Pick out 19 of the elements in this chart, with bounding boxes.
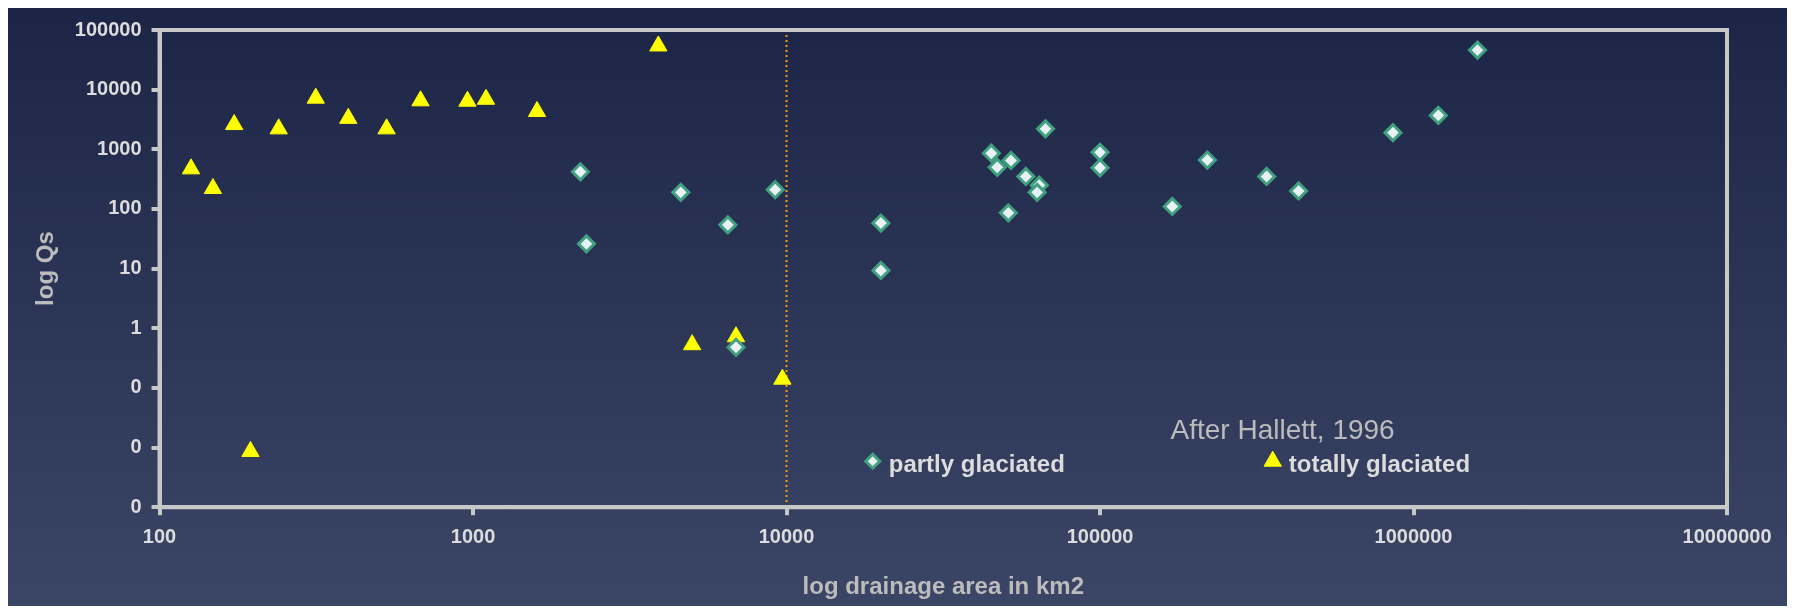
y-tick-label: 100 — [108, 196, 142, 219]
annotation: After Hallett, 1996 — [1170, 413, 1395, 445]
y-tick-label: 100000 — [74, 17, 142, 40]
legend-label: totally glaciated — [1288, 449, 1471, 477]
x-tick-label: 1000 — [450, 524, 496, 547]
x-axis-title: log drainage area in km2 — [802, 572, 1084, 600]
y-tick-label: 10 — [119, 256, 142, 279]
y-tick-label: 1 — [130, 315, 142, 338]
x-tick-label: 10000000 — [1682, 524, 1772, 547]
y-axis-title: log Qs — [31, 231, 59, 306]
y-tick-label: 10000 — [85, 77, 142, 100]
x-tick-label: 1000000 — [1374, 524, 1453, 547]
y-tick-label: 1000 — [97, 136, 142, 159]
x-tick-label: 10000 — [758, 524, 815, 547]
x-tick-label: 100000 — [1066, 524, 1134, 547]
y-tick-label: 0 — [130, 494, 142, 517]
legend-label: partly glaciated — [888, 449, 1065, 477]
y-tick-label: 0 — [130, 435, 142, 458]
y-tick-label: 0 — [130, 375, 142, 398]
